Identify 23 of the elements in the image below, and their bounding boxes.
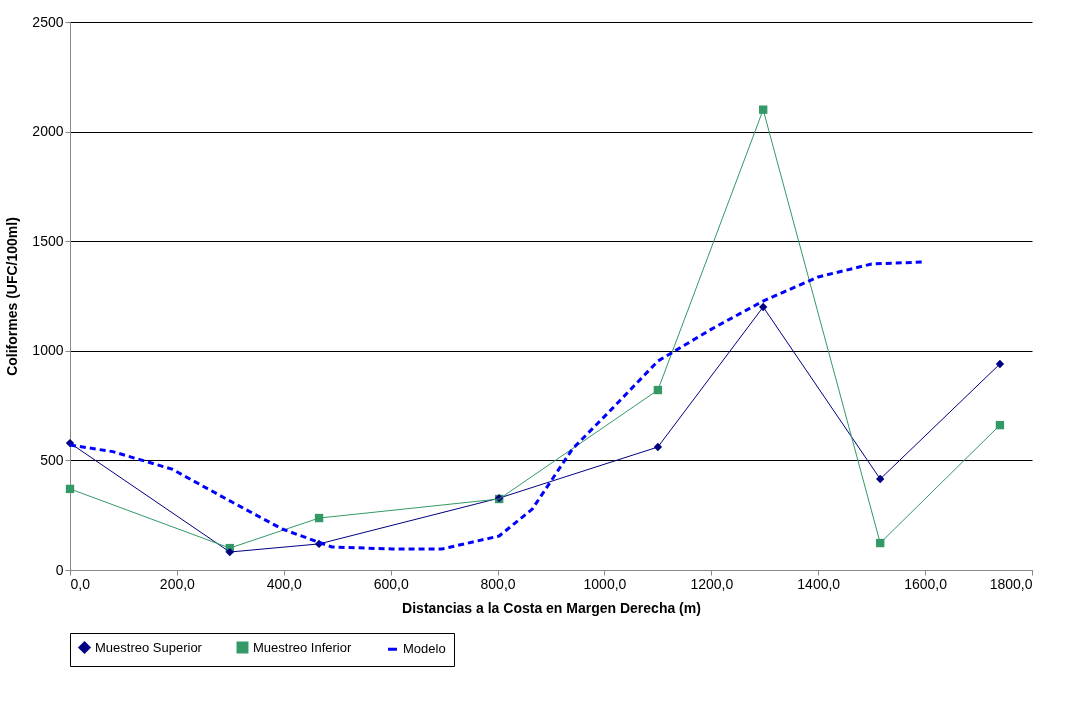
x-tick-label: 1800,0: [989, 575, 1033, 592]
x-tick-label: 200,0: [159, 575, 196, 592]
legend-label: Muestreo Superior: [95, 639, 203, 655]
line-series: [68, 260, 924, 551]
y-tick-label: 1500: [32, 232, 64, 249]
x-tick-label: 1000,0: [583, 575, 627, 592]
x-tick-label: 1200,0: [690, 575, 734, 592]
legend-label: Modelo: [403, 641, 446, 657]
x-tick-label: 0,0: [70, 575, 91, 592]
y-tick-label: 2000: [32, 123, 64, 140]
point: [995, 359, 1005, 369]
x-tick-label: 600,0: [373, 575, 409, 592]
y-tick-label: 1000: [32, 342, 64, 359]
legend-label: Muestreo Inferior: [253, 639, 352, 655]
x-tick-label: 1600,0: [904, 575, 948, 592]
x-axis-title: Distancias a la Costa en Margen Derecha (m): [402, 599, 701, 616]
x-tick-label: 800,0: [480, 575, 516, 592]
y-tick-label: 0: [55, 561, 64, 578]
y-tick-label: 500: [40, 451, 64, 468]
x-tick-label: 1400,0: [797, 575, 841, 592]
y-axis-title: Coliformes (UFC/100ml): [4, 217, 21, 376]
y-tick-label: 2500: [32, 13, 64, 30]
x-tick-label: 400,0: [266, 575, 302, 592]
